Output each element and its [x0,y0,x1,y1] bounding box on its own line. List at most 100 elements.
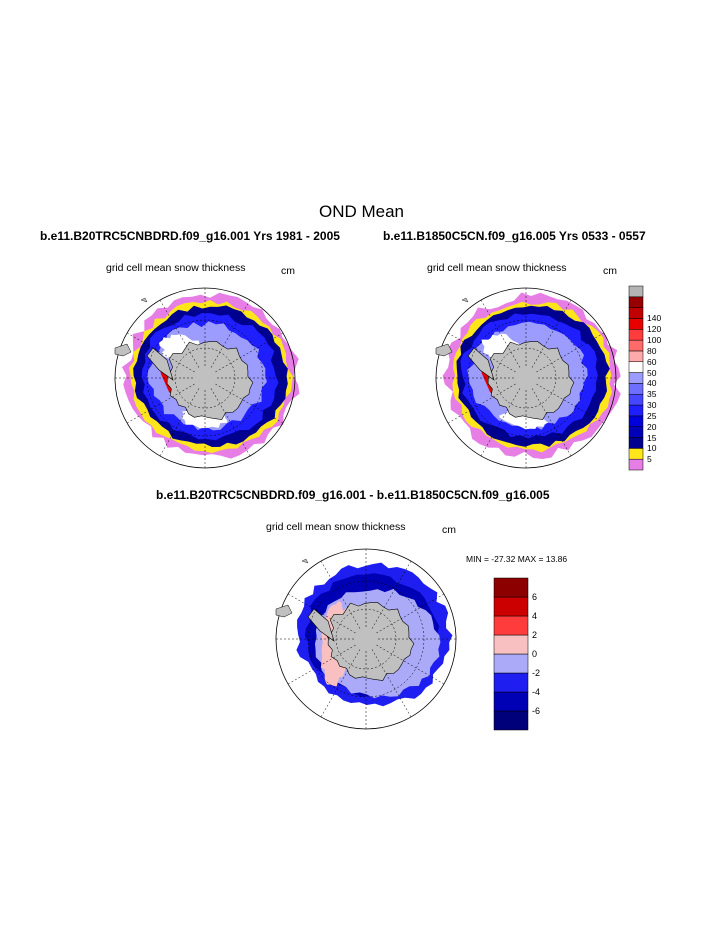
antarctic-peninsula [467,347,495,381]
colorbar-diff-box [493,577,529,598]
colorbar-main-tick-label: 50 [647,367,657,378]
meridian-line [536,383,605,424]
colorbar-main-box [628,307,644,319]
colorbar-diff-tick-label: 0 [532,649,538,659]
colorbar-diff-box [493,710,529,731]
meridian-line [320,560,361,629]
south-america-land [114,343,132,357]
meridian-line [480,299,521,368]
colorbar-main-tick-label: 10 [647,443,657,454]
colorbar-diff-box [493,596,529,617]
left-panel-label: grid cell mean snow thickness [106,262,246,274]
colorbar-diff-tick-label: 6 [532,592,538,602]
colorbar-diff-box [493,634,529,655]
colorbar-main-tick-label: 40 [647,378,657,389]
colorbar-main-tick-label: 140 [647,313,662,324]
colorbar-main-tick-label: 120 [647,324,662,335]
colorbar-main-box [628,393,644,406]
colorbar-main-tick-label: 100 [647,335,662,346]
colorbar-diff-labels: -6 -4 -2 0 2 4 6 [532,578,562,730]
colorbar-diff-box [493,653,529,674]
latitude-circle [174,347,236,409]
island-land [301,558,309,564]
colorbar-main-box [628,437,644,449]
colorbar-diff-tick-label: 2 [532,630,538,640]
meridian-line [215,383,284,424]
colorbar-diff-box [493,615,529,636]
colorbar-diff-tick-label: 4 [532,611,538,621]
meridian-line [287,644,356,685]
right-case-title: b.e11.B1850C5CN.f09_g16.005 Yrs 0533 - 0… [383,229,646,243]
colorbar-main-box [628,404,644,417]
colorbar-main-tick-label: 20 [647,421,657,432]
latitude-circle [307,580,425,698]
colorbar-main-box [628,361,644,373]
left-panel-units: cm [281,265,295,277]
south-america-land [435,343,453,357]
colorbar-main-box [628,372,644,384]
diff-case-title: b.e11.B20TRC5CNBDRD.f09_g16.001 - b.e11.… [156,488,550,502]
antarctic-peninsula [146,347,174,381]
meridian-line [126,383,195,424]
colorbar-diff-tick-label: -4 [532,687,541,697]
south-america-land [275,604,293,618]
colorbar-main-box [628,339,644,352]
latitude-circle [335,608,397,670]
colorbar-main-box [628,296,644,308]
left-case-title: b.e11.B20TRC5CNBDRD.f09_g16.001 Yrs 1981… [40,229,340,243]
meridian-line [159,299,200,368]
colorbar-main-tick-label: 15 [647,432,657,443]
meridian-line [215,332,284,373]
meridian-line [376,593,445,634]
colorbar-main-box [628,318,644,330]
colorbar-main-box [628,458,644,471]
meridian-line [447,383,516,424]
latitude-circle [146,319,264,437]
colorbar-diff [493,577,529,731]
colorbar-diff-tick-label: -2 [532,668,541,678]
meridian-line [320,649,361,718]
colorbar-main-box [628,415,644,427]
diff-min-max: MIN = -27.32 MAX = 13.86 [466,554,568,564]
meridian-line [210,388,251,457]
meridian-line [126,332,195,373]
colorbar-main-box [628,383,644,395]
meridian-line [531,299,572,368]
colorbar-main-labels: 5 10 15 20 25 30 35 40 50 60 80 100 120 140 [647,286,677,470]
colorbar-main-box [628,329,644,341]
colorbar-main-box [628,448,644,460]
left-polar-map [114,287,300,469]
diff-panel-units: cm [442,524,456,536]
colorbar-main-tick-label: 35 [647,389,657,400]
main-title: OND Mean [318,202,405,221]
colorbar-diff-box [493,691,529,712]
colorbar-main-tick-label: 80 [647,345,657,356]
latitude-circle [467,319,585,437]
diff-polar-map [275,548,457,730]
island-land [140,297,148,303]
meridian-line [447,332,516,373]
colorbar-main-tick-label: 30 [647,400,657,411]
colorbar-main [628,285,644,471]
meridian-line [531,388,572,457]
colorbar-main-box [628,426,644,438]
latitude-circle [495,347,557,409]
meridian-line [371,649,412,718]
colorbar-diff-box [493,672,529,693]
meridian-line [287,593,356,634]
right-panel-units: cm [603,265,617,277]
meridian-line [371,560,412,629]
meridian-line [480,388,521,457]
colorbar-main-tick-label: 60 [647,356,657,367]
colorbar-diff-tick-label: -6 [532,706,541,716]
colorbar-main-tick-label: 25 [647,410,657,421]
island-land [461,297,469,303]
colorbar-main-box [628,285,644,298]
diff-panel-label: grid cell mean snow thickness [266,521,406,533]
meridian-line [536,332,605,373]
meridian-line [159,388,200,457]
meridian-line [376,644,445,685]
antarctic-peninsula [307,608,335,642]
right-polar-map [435,287,621,469]
colorbar-main-tick-label: 5 [647,454,652,465]
